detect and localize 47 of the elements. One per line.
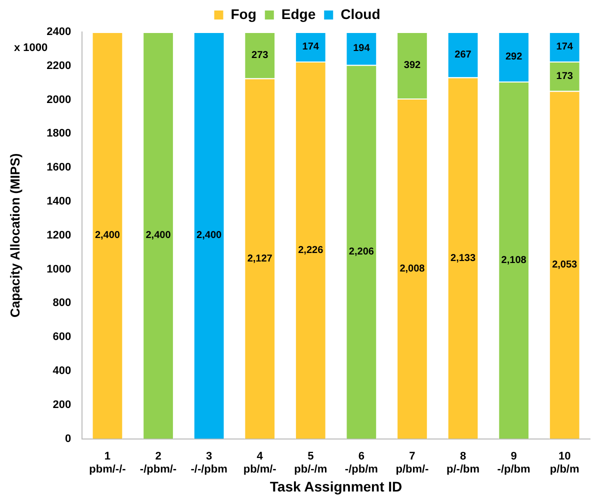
x-tick-label: 3 -/-/pbm bbox=[190, 450, 228, 476]
data-label: 2,400 bbox=[196, 230, 222, 242]
data-label: 2,400 bbox=[146, 230, 172, 242]
x-axis-title: Task Assignment ID bbox=[270, 478, 402, 494]
data-label: 2,226 bbox=[298, 244, 324, 256]
y-tick-label: 200 bbox=[52, 398, 72, 411]
data-label: 194 bbox=[353, 43, 370, 54]
data-label: 2,206 bbox=[348, 246, 374, 258]
y-tick-label: 0 bbox=[64, 432, 72, 445]
y-tick-label: 1200 bbox=[46, 229, 72, 242]
y-tick-label: 1600 bbox=[46, 162, 72, 174]
y-tick-label: 1000 bbox=[46, 263, 72, 276]
y-axis-title: Capacity Allocation (MIPS) bbox=[7, 153, 22, 318]
x-tick-label: 8 p/-/bm bbox=[446, 450, 480, 476]
data-label: 2,400 bbox=[94, 230, 120, 242]
y-tick-label: 2000 bbox=[46, 94, 72, 106]
y-tick-label: 2200 bbox=[46, 60, 72, 72]
x-tick-label: 6 -/pb/m bbox=[344, 450, 378, 476]
data-label: 2,108 bbox=[501, 254, 527, 266]
text: x 1000 bbox=[14, 42, 48, 54]
data-label: 2,133 bbox=[450, 252, 476, 264]
y-tick-label: 600 bbox=[52, 331, 72, 344]
y-tick-label: 1400 bbox=[46, 196, 72, 208]
x-tick-label: 7 p/bm/- bbox=[396, 450, 430, 476]
data-label: 174 bbox=[302, 41, 320, 52]
data-label: 267 bbox=[454, 49, 472, 60]
x-tick-label: 9 -/p/bm bbox=[497, 450, 531, 476]
data-label: 174 bbox=[556, 41, 574, 52]
legend-label: Fog bbox=[230, 6, 256, 22]
data-label: 2,008 bbox=[400, 263, 426, 274]
data-label: 173 bbox=[556, 70, 574, 82]
x-tick-label: 4 pb/m/- bbox=[243, 450, 277, 476]
data-label: 273 bbox=[252, 50, 269, 61]
legend-label: Edge bbox=[281, 6, 316, 22]
x-tick-label: 1 pbm/-/- bbox=[89, 450, 126, 476]
legend-label: Cloud bbox=[340, 6, 380, 22]
x-tick-label: 2 -/pbm/- bbox=[140, 450, 177, 476]
x-tick-label: 5 pb/-/m bbox=[294, 450, 328, 476]
y-tick-label: 400 bbox=[52, 365, 72, 378]
data-label: 292 bbox=[505, 51, 523, 62]
y-tick-label: 2400 bbox=[46, 26, 72, 38]
data-label: 392 bbox=[404, 60, 422, 71]
x-tick-label: 10 p/b/m bbox=[550, 450, 580, 476]
y-tick-label: 1800 bbox=[46, 128, 72, 140]
data-label: 2,053 bbox=[552, 260, 578, 271]
data-label: 2,127 bbox=[247, 253, 273, 264]
y-tick-label: 800 bbox=[52, 297, 72, 310]
